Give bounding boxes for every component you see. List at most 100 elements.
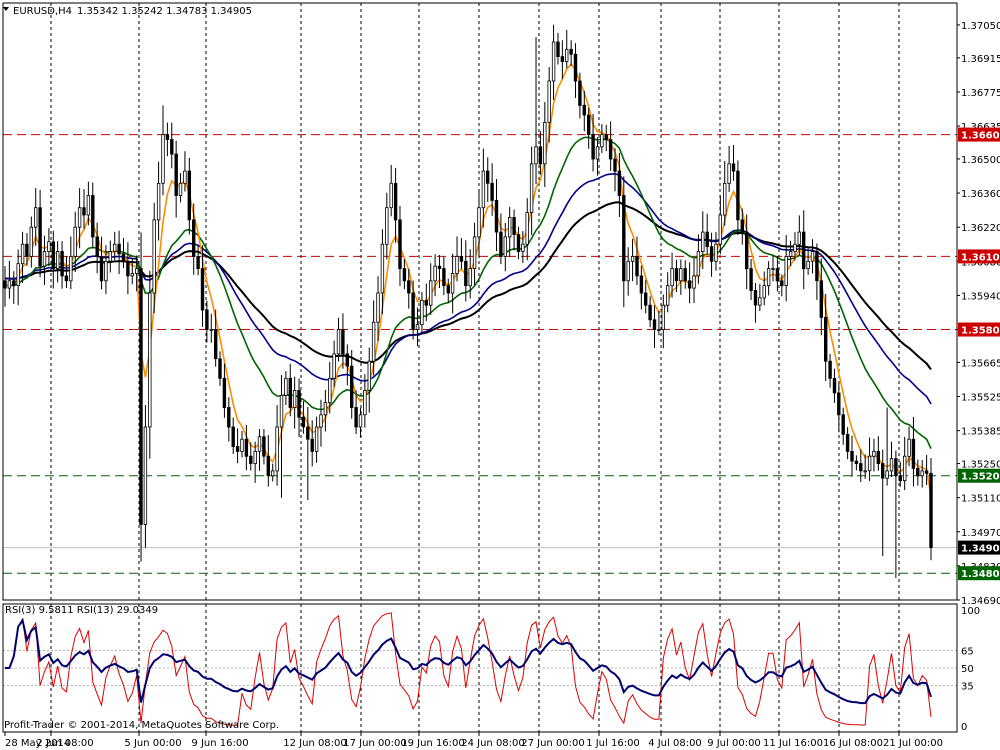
candle-body-down [165, 134, 170, 140]
candle-body-up [714, 243, 718, 262]
candle [551, 24, 556, 100]
candle [165, 122, 170, 157]
candle-body-down [82, 207, 86, 216]
candle-body-down [442, 268, 446, 287]
candle [310, 420, 314, 467]
candle-body-up [328, 377, 332, 404]
candle-body-down [850, 450, 854, 462]
candle-body-up [148, 292, 152, 428]
candle-body-down [262, 436, 266, 457]
candle [389, 164, 393, 217]
candle [7, 260, 12, 299]
candle-body-up [872, 450, 876, 457]
candle-body-up [565, 48, 569, 62]
candle-body-up [920, 470, 924, 477]
candle [227, 397, 231, 442]
candle [222, 363, 227, 418]
candle [780, 274, 784, 297]
candle-body-down [613, 158, 617, 172]
candle [657, 310, 661, 336]
candle [284, 371, 288, 405]
candle [507, 206, 512, 258]
chart-menu-triangle-icon[interactable] [3, 7, 9, 11]
candle-body-up [758, 297, 762, 306]
candle [433, 254, 437, 297]
candle-body-down [516, 234, 521, 253]
candle-body-down [802, 231, 806, 270]
candle-body-down [824, 316, 828, 362]
candle-body-down [297, 389, 301, 418]
candle [889, 441, 894, 477]
candle-body-down [819, 280, 823, 318]
candle-body-up [183, 170, 187, 184]
candle [446, 278, 450, 303]
candle [371, 300, 376, 376]
time-tick-label: 9 Jul 00:00 [707, 738, 761, 749]
candle [788, 240, 793, 267]
candle-body-up [69, 255, 73, 282]
candle-body-down [187, 170, 191, 221]
candle [16, 249, 20, 306]
candle [60, 241, 64, 289]
candle [86, 181, 91, 226]
candle-body-down [709, 246, 714, 262]
candle-body-down [894, 458, 898, 477]
candle-body-down [345, 353, 349, 367]
candle [753, 282, 758, 323]
candle-body-down [499, 231, 503, 257]
candle-body-up [253, 450, 257, 464]
candle [543, 102, 547, 187]
candle-body-up [670, 268, 674, 287]
candle-body-down [617, 170, 622, 196]
candle [867, 437, 872, 481]
candle [670, 252, 674, 298]
rsi-indicator [3, 612, 957, 726]
candle-body-down [117, 243, 121, 255]
candle-body-down [635, 255, 639, 277]
candle [25, 233, 29, 266]
candle [178, 173, 183, 203]
candle [845, 427, 850, 460]
candle-body-up [380, 243, 385, 294]
candle-body-down [591, 134, 595, 160]
candle [213, 309, 218, 367]
candle [218, 351, 222, 386]
candle [578, 72, 582, 119]
rsi-slow-line [5, 618, 932, 705]
candle [99, 236, 104, 290]
candle [47, 228, 51, 267]
candle-body-up [472, 236, 477, 269]
time-tick-label: 21 Jul 00:00 [883, 738, 943, 749]
candle-body-down [560, 56, 565, 62]
candle-body-up [104, 260, 108, 282]
candle [235, 428, 240, 464]
candle-body-down [837, 392, 841, 416]
candle [82, 189, 86, 229]
candle [613, 148, 617, 192]
candle-body-up [323, 402, 328, 416]
candle-body-down [227, 407, 231, 428]
candle [472, 222, 477, 286]
candle [793, 232, 797, 261]
candle-body-down [639, 275, 644, 294]
candle-body-up [679, 268, 683, 282]
candle [556, 32, 560, 65]
candle [898, 461, 902, 487]
candle-body-down [881, 463, 885, 479]
candle [459, 238, 464, 270]
candle [859, 449, 863, 482]
candle [920, 460, 924, 488]
candle [152, 202, 156, 314]
candle [108, 240, 112, 273]
candle-body-up [810, 251, 815, 262]
candle-body-up [525, 212, 529, 245]
candle-body-up [16, 263, 20, 287]
candle [38, 189, 42, 278]
candle [156, 161, 161, 241]
candle-body-up [661, 304, 665, 331]
candle-body-up [718, 214, 722, 245]
candle-body-down [573, 53, 578, 82]
candle-body-up [771, 268, 775, 271]
ma-green [4, 136, 932, 449]
